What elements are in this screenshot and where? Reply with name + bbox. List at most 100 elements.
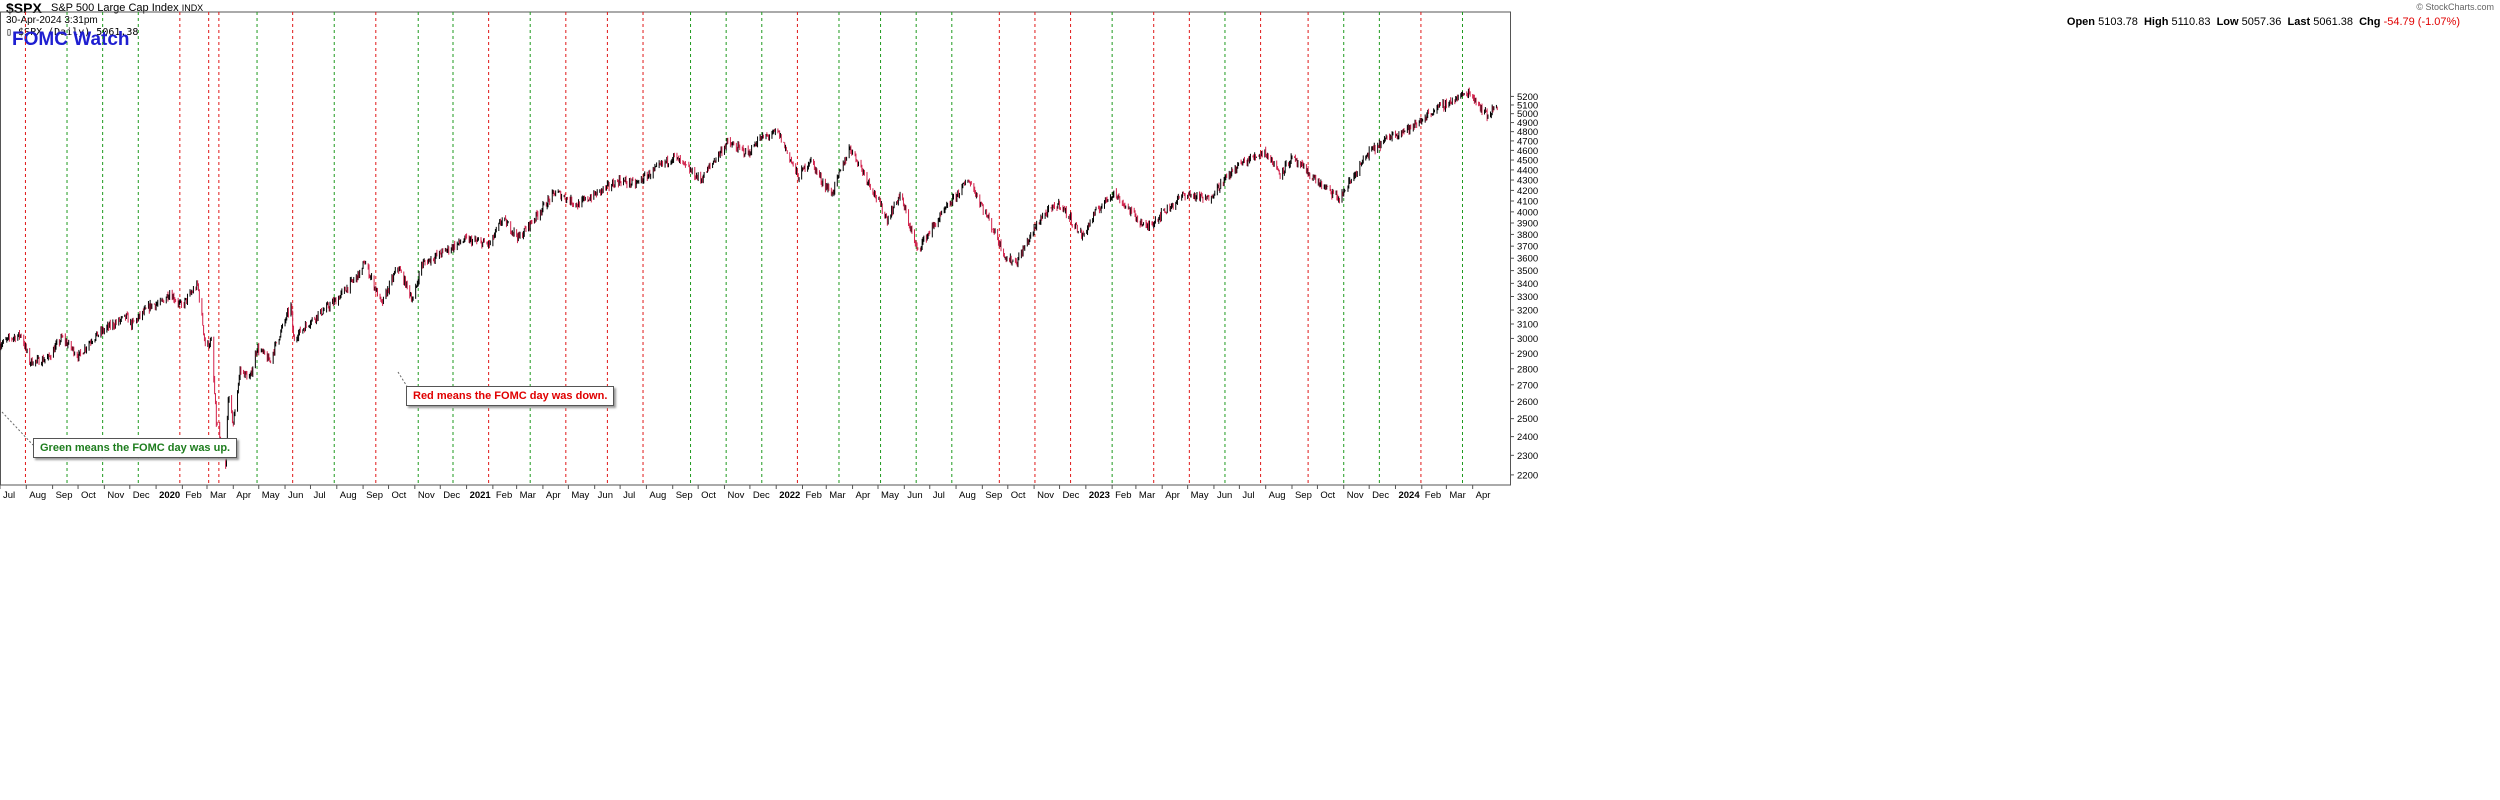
x-tick-label: Feb bbox=[1115, 490, 1131, 501]
y-tick-label: 3700 bbox=[1517, 242, 1538, 253]
y-tick-label: 4400 bbox=[1517, 165, 1538, 176]
x-tick-label: Jul bbox=[933, 490, 945, 501]
x-tick-label: Jul bbox=[3, 490, 15, 501]
index-name: S&P 500 Large Cap Index bbox=[51, 2, 179, 14]
y-tick-label: 2600 bbox=[1517, 397, 1538, 408]
x-tick-label: Apr bbox=[546, 490, 561, 501]
x-tick-label: Feb bbox=[1425, 490, 1441, 501]
low-value: 5057.36 bbox=[2241, 16, 2282, 28]
y-tick-label: 4900 bbox=[1517, 118, 1538, 129]
exchange: INDX bbox=[181, 3, 204, 13]
x-tick-label: Oct bbox=[1320, 490, 1335, 501]
timestamp: 30-Apr-2024 3:31pm bbox=[6, 15, 98, 26]
series-legend[interactable]: ▯ $SPX (Daily) 5061.38 bbox=[6, 27, 139, 38]
red-callout: Red means the FOMC day was down. bbox=[406, 386, 615, 406]
chart-title: FOMC Watch bbox=[12, 29, 130, 50]
y-tick-label: 3000 bbox=[1517, 334, 1538, 345]
x-tick-label: Apr bbox=[1476, 490, 1491, 501]
y-tick-label: 3100 bbox=[1517, 320, 1538, 331]
symbol-description: S&P 500 Large Cap Index INDX bbox=[51, 2, 203, 14]
y-tick-label: 3400 bbox=[1517, 279, 1538, 290]
x-tick-label: Oct bbox=[1011, 490, 1026, 501]
last-value: 5061.38 bbox=[2313, 16, 2353, 28]
x-tick-label: Jun bbox=[1217, 490, 1232, 501]
x-tick-label: Oct bbox=[392, 490, 407, 501]
open-value: 5103.78 bbox=[2098, 16, 2138, 28]
x-tick-label: Jun bbox=[288, 490, 303, 501]
change-label: Chg bbox=[2359, 16, 2381, 28]
x-tick-label: 2020 bbox=[159, 490, 180, 501]
x-tick-label: Sep bbox=[985, 490, 1002, 501]
x-tick-label: Sep bbox=[56, 490, 73, 501]
x-tick-label: 2022 bbox=[779, 490, 800, 501]
x-tick-label: Aug bbox=[340, 490, 357, 501]
x-tick-label: Aug bbox=[649, 490, 666, 501]
x-tick-label: Sep bbox=[676, 490, 693, 501]
x-tick-label: Aug bbox=[29, 490, 46, 501]
x-tick-label: Apr bbox=[236, 490, 251, 501]
x-tick-label: 2021 bbox=[470, 490, 492, 501]
x-tick-label: Jun bbox=[907, 490, 922, 501]
x-tick-label: Oct bbox=[701, 490, 716, 501]
x-tick-label: Dec bbox=[133, 490, 150, 501]
x-tick-label: Nov bbox=[107, 490, 124, 501]
x-tick-label: Mar bbox=[210, 490, 226, 501]
y-tick-label: 2900 bbox=[1517, 349, 1538, 360]
x-tick-label: 2023 bbox=[1089, 490, 1110, 501]
green-callout-leader bbox=[1, 411, 34, 446]
x-tick-label: Nov bbox=[727, 490, 744, 501]
x-tick-label: Dec bbox=[1372, 490, 1389, 501]
y-tick-label: 5000 bbox=[1517, 109, 1538, 120]
high-value: 5110.83 bbox=[2171, 16, 2211, 28]
x-tick-label: Dec bbox=[1063, 490, 1080, 501]
x-tick-label: Feb bbox=[496, 490, 512, 501]
x-tick-label: Oct bbox=[81, 490, 96, 501]
x-tick-label: Feb bbox=[185, 490, 201, 501]
callout-leaders bbox=[1, 371, 409, 446]
x-tick-label: Mar bbox=[1139, 490, 1155, 501]
change-value: -54.79 (-1.07%) bbox=[2383, 16, 2460, 28]
y-tick-label: 2200 bbox=[1517, 470, 1538, 481]
y-tick-label: 2500 bbox=[1517, 414, 1538, 425]
y-tick-label: 4500 bbox=[1517, 156, 1538, 167]
y-axis: 2200 2300 2400 2500 2600 2700 2800 2900 3000 3100… bbox=[1510, 12, 1538, 485]
y-tick-label: 3300 bbox=[1517, 292, 1538, 303]
x-tick-label: Mar bbox=[829, 490, 845, 501]
y-tick-label: 3500 bbox=[1517, 266, 1538, 277]
watermark: © StockCharts.com bbox=[2416, 2, 2494, 12]
high-label: High bbox=[2143, 16, 2169, 28]
x-tick-label: Sep bbox=[1295, 490, 1312, 501]
y-tick-label: 4100 bbox=[1517, 196, 1538, 207]
y-tick-label: 4800 bbox=[1517, 127, 1538, 138]
y-tick-label: 2800 bbox=[1517, 364, 1538, 375]
y-tick-label: 3600 bbox=[1517, 254, 1538, 265]
last-label: Last bbox=[2287, 16, 2311, 28]
green-callout: Green means the FOMC day was up. bbox=[33, 438, 238, 458]
fomc-lines bbox=[24, 12, 1463, 485]
y-tick-label: 5200 bbox=[1517, 92, 1538, 103]
y-tick-label: 5100 bbox=[1517, 100, 1538, 111]
plot-frame bbox=[0, 11, 1511, 486]
y-tick-label: 2300 bbox=[1517, 451, 1538, 462]
y-tick-label: 3900 bbox=[1517, 218, 1538, 229]
price-bars bbox=[0, 87, 1498, 469]
y-tick-label: 2700 bbox=[1517, 380, 1538, 391]
y-tick-label: 3800 bbox=[1517, 230, 1538, 241]
x-tick-label: May bbox=[571, 490, 589, 501]
y-tick-label: 4200 bbox=[1517, 186, 1538, 197]
y-tick-label: 3200 bbox=[1517, 306, 1538, 317]
x-tick-label: May bbox=[881, 490, 899, 501]
y-tick-label: 4700 bbox=[1517, 136, 1538, 147]
ohlc-summary: Open 5103.78 High 5110.83 Low 5057.36 La… bbox=[2067, 16, 2460, 28]
x-tick-label: Mar bbox=[520, 490, 536, 501]
x-tick-label: 2024 bbox=[1398, 490, 1420, 501]
x-tick-label: Nov bbox=[1347, 490, 1364, 501]
red-callout-leader bbox=[397, 371, 409, 389]
x-tick-label: Nov bbox=[1037, 490, 1054, 501]
open-label: Open bbox=[2066, 16, 2096, 28]
x-tick-label: May bbox=[1191, 490, 1209, 501]
y-tick-label: 2400 bbox=[1517, 432, 1538, 443]
x-tick-label: Apr bbox=[1165, 490, 1180, 501]
y-tick-label: 4300 bbox=[1517, 176, 1538, 187]
